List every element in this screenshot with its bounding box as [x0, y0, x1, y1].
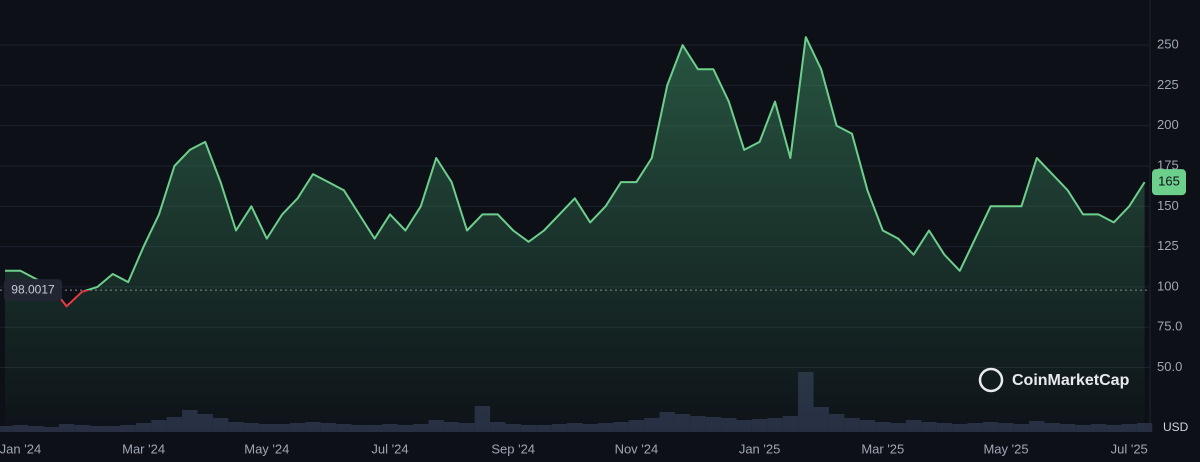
x-tick-label: Mar '24 — [122, 441, 165, 456]
price-line — [5, 36, 1146, 308]
y-tick-label: 200 — [1157, 117, 1179, 132]
x-tick-label: Nov '24 — [615, 441, 659, 456]
baseline-tag — [4, 279, 62, 302]
x-tick-label: Jan '24 — [0, 441, 41, 456]
y-tick-label: 150 — [1157, 198, 1179, 213]
watermark: CoinMarketCap — [978, 367, 1130, 393]
volume-bar — [1136, 423, 1153, 432]
y-tick-label: 125 — [1157, 238, 1179, 253]
x-tick-label: Jul '25 — [1111, 441, 1148, 456]
baseline-label: 98.0017 — [11, 282, 55, 296]
y-tick-label: 100 — [1157, 278, 1179, 293]
y-tick-label: 50.0 — [1157, 359, 1182, 374]
area-fill — [5, 37, 1145, 432]
currency-label: USD — [1163, 420, 1189, 434]
y-tick-label: 75.0 — [1157, 319, 1182, 334]
watermark-text: CoinMarketCap — [1012, 372, 1130, 389]
x-tick-label: Sep '24 — [491, 441, 535, 456]
x-tick-label: May '25 — [983, 441, 1028, 456]
x-tick-label: Jul '24 — [371, 441, 408, 456]
logo — [978, 367, 1004, 393]
x-tick-label: May '24 — [244, 441, 289, 456]
y-tick-label: 250 — [1157, 37, 1179, 52]
last-price-tag — [1152, 169, 1186, 196]
x-tick-label: Jan '25 — [739, 441, 781, 456]
y-tick-label: 175 — [1157, 157, 1179, 172]
x-tick-label: Mar '25 — [861, 441, 904, 456]
last-price-label: 165 — [1158, 174, 1180, 189]
y-tick-label: 225 — [1157, 77, 1179, 92]
